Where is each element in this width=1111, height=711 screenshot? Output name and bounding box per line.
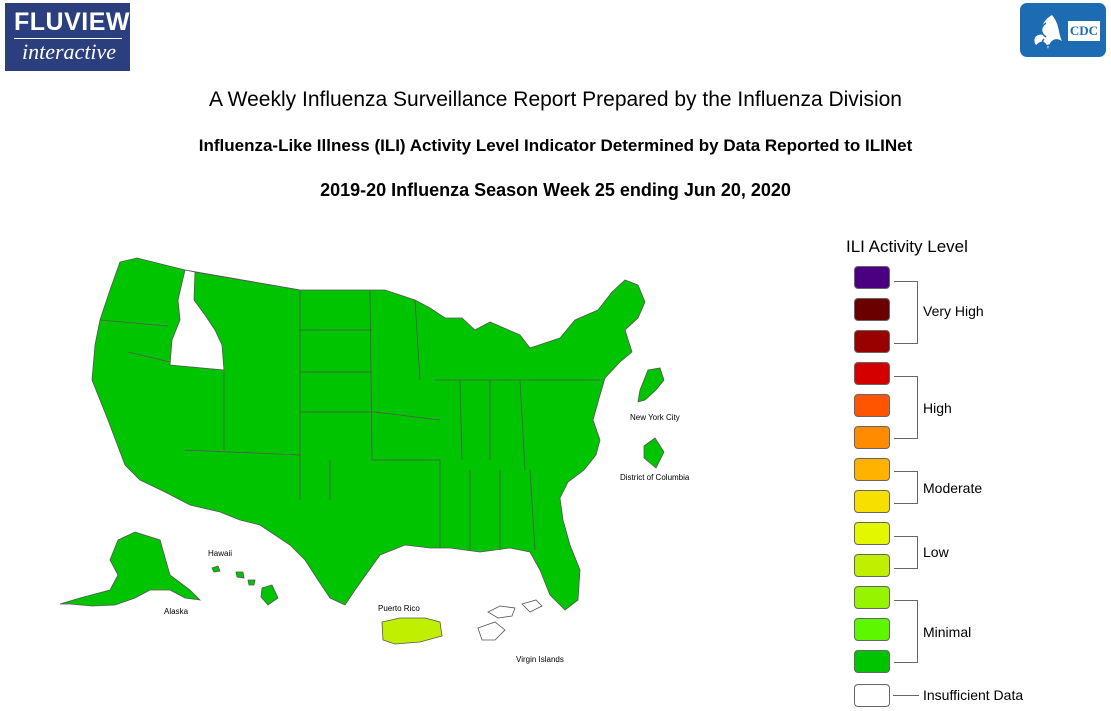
legend-swatch-high-2 <box>854 394 890 417</box>
label-puerto-rico: Puerto Rico <box>378 604 420 613</box>
legend-label-minimal: Minimal <box>923 624 972 640</box>
label-district-of-columbia: District of Columbia <box>620 473 690 482</box>
legend-swatch-low-1 <box>854 554 890 577</box>
legend-swatch-moderate-2 <box>854 458 890 481</box>
legend-swatch-minimal-2 <box>854 618 890 641</box>
legend-label-low: Low <box>923 544 949 560</box>
hhs-eagle-icon <box>1034 15 1062 49</box>
legend-label-insufficient-data: Insufficient Data <box>923 687 1024 703</box>
legend-title: ILI Activity Level <box>846 237 968 256</box>
minimal-bracket <box>894 600 918 663</box>
new-york-city-inset[interactable] <box>637 367 665 403</box>
logo-word-fluview: FLUVIEW <box>14 8 130 36</box>
legend-swatch-minimal-3 <box>854 586 890 609</box>
cdc-wordmark: CDC <box>1068 21 1100 41</box>
label-hawaii: Hawaii <box>208 549 233 558</box>
legend-swatch-moderate-1 <box>854 490 890 513</box>
moderate-bracket <box>894 471 918 504</box>
virgin-islands-territory[interactable] <box>477 599 543 641</box>
puerto-rico-territory[interactable] <box>381 617 443 645</box>
very-high-bracket <box>894 281 918 344</box>
legend-swatch-very-high-1 <box>854 330 890 353</box>
contiguous-us-states[interactable] <box>91 257 646 611</box>
legend-swatch-high-1 <box>854 426 890 449</box>
insufficient-connector <box>893 695 919 696</box>
legend-label-moderate: Moderate <box>923 480 983 496</box>
legend-swatch-low-2 <box>854 522 890 545</box>
legend-label-high: High <box>923 400 952 416</box>
legend-swatch-very-high-2 <box>854 298 890 321</box>
cdc-logo[interactable]: CDC <box>1020 3 1106 57</box>
idaho-state[interactable] <box>169 269 225 371</box>
label-virgin-islands: Virgin Islands <box>516 655 564 664</box>
legend-swatch-very-high-3 <box>854 266 890 289</box>
legend-label-very-high: Very High <box>923 303 984 319</box>
district-of-columbia-inset[interactable] <box>643 437 665 469</box>
legend-swatch-insufficient-data <box>854 684 890 707</box>
label-alaska: Alaska <box>164 607 189 616</box>
page-subtitle: Influenza-Like Illness (ILI) Activity Le… <box>198 136 913 155</box>
logo-rule <box>14 38 122 39</box>
hawaii-state[interactable] <box>211 565 279 606</box>
logo-word-interactive: interactive <box>22 39 117 64</box>
label-new-york-city: New York City <box>630 413 680 422</box>
alaska-state[interactable] <box>59 531 202 607</box>
low-bracket <box>894 536 918 569</box>
high-bracket <box>894 376 918 439</box>
fluview-logo[interactable]: FLUVIEW interactive <box>5 3 130 71</box>
page-title: A Weekly Influenza Surveillance Report P… <box>209 88 902 111</box>
legend-swatch-high-3 <box>854 362 890 385</box>
season-week-label: 2019-20 Influenza Season Week 25 ending … <box>320 180 791 200</box>
legend-swatch-minimal-1 <box>854 650 890 673</box>
